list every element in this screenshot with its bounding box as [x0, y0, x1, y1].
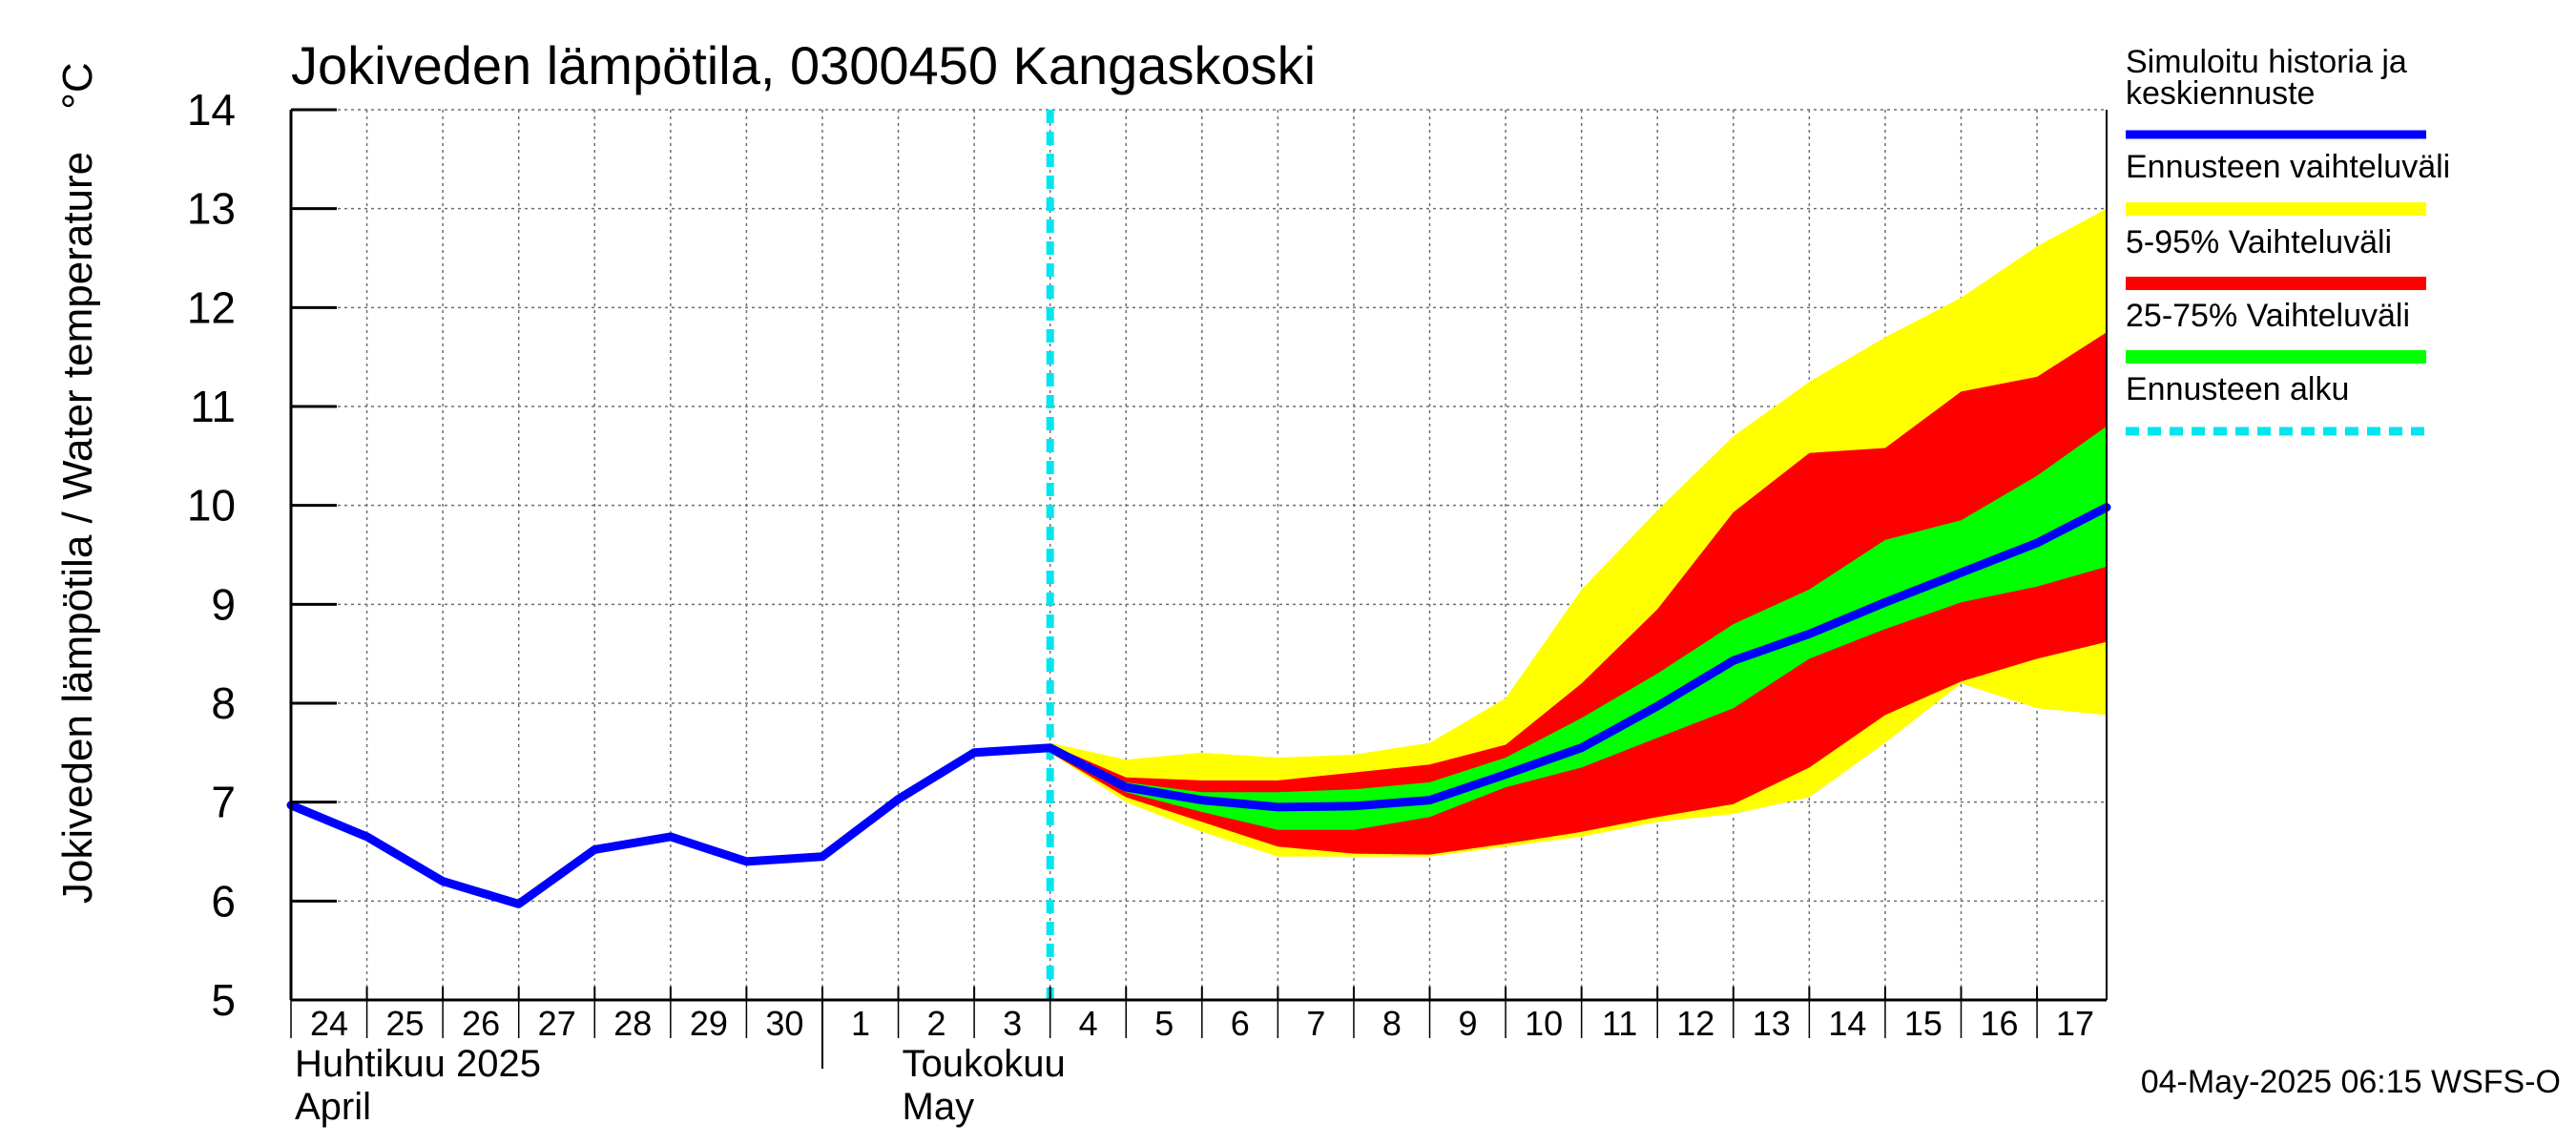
x-tick-label: 28: [613, 1004, 652, 1043]
x-tick-label: 7: [1306, 1004, 1325, 1043]
x-tick-label: 24: [310, 1004, 348, 1043]
chart-title: Jokiveden lämpötila, 0300450 Kangaskoski: [291, 35, 1316, 95]
x-tick-label: 26: [462, 1004, 500, 1043]
x-tick-label: 3: [1003, 1004, 1022, 1043]
y-tick-label: 10: [187, 481, 236, 531]
x-tick-label: 14: [1828, 1004, 1866, 1043]
series-lines: [286, 110, 2111, 1000]
y-tick-label: 6: [211, 876, 236, 926]
y-tick-label: 7: [211, 778, 236, 827]
legend-label: 25-75% Vaihteluväli: [2126, 298, 2410, 334]
legend-label: Ennusteen vaihteluväli: [2126, 149, 2450, 185]
x-tick-label: 10: [1525, 1004, 1563, 1043]
y-tick-label: 13: [187, 184, 236, 234]
legend-label: Simuloitu historia ja: [2126, 44, 2407, 80]
footer-timestamp: 04-May-2025 06:15 WSFS-O: [2141, 1064, 2561, 1100]
legend-label: Ennusteen alku: [2126, 371, 2349, 407]
x-tick-label: 13: [1753, 1004, 1791, 1043]
x-tick-label: 27: [538, 1004, 576, 1043]
x-tick-label: 11: [1602, 1004, 1637, 1043]
y-axis-label: Jokiveden lämpötila / Water temperature: [54, 152, 101, 904]
legend-label: 5-95% Vaihteluväli: [2126, 224, 2392, 260]
month-label-en: May: [903, 1086, 975, 1128]
x-tick-label: 15: [1904, 1004, 1942, 1043]
y-tick-label: 9: [211, 579, 236, 629]
x-tick-label: 6: [1231, 1004, 1250, 1043]
x-tick-label: 29: [690, 1004, 728, 1043]
month-label-fi: Huhtikuu 2025: [295, 1043, 541, 1085]
y-axis-unit: °C: [54, 62, 101, 109]
axes: [289, 108, 2108, 1069]
x-tick-label: 30: [765, 1004, 803, 1043]
x-tick-label: 16: [1980, 1004, 2018, 1043]
y-tick-label: 12: [187, 282, 236, 332]
x-tick-label: 1: [851, 1004, 870, 1043]
x-tick-label: 2: [927, 1004, 946, 1043]
x-tick-label: 12: [1676, 1004, 1714, 1043]
month-label-fi: Toukokuu: [903, 1043, 1066, 1085]
x-tick-label: 4: [1079, 1004, 1098, 1043]
x-tick-label: 8: [1382, 1004, 1402, 1043]
band-2: [1049, 332, 2107, 855]
y-tick-label: 5: [211, 975, 236, 1025]
x-tick-label: 25: [386, 1004, 425, 1043]
x-tick-label: 17: [2056, 1004, 2094, 1043]
legend-label: keskiennuste: [2126, 75, 2315, 112]
y-tick-label: 8: [211, 678, 236, 728]
month-label-en: April: [295, 1086, 371, 1128]
x-tick-label: 9: [1459, 1004, 1478, 1043]
series-line-mean: [286, 503, 2111, 908]
x-tick-label: 5: [1154, 1004, 1174, 1043]
y-tick-label: 11: [190, 382, 236, 431]
y-tick-label: 14: [187, 85, 236, 135]
